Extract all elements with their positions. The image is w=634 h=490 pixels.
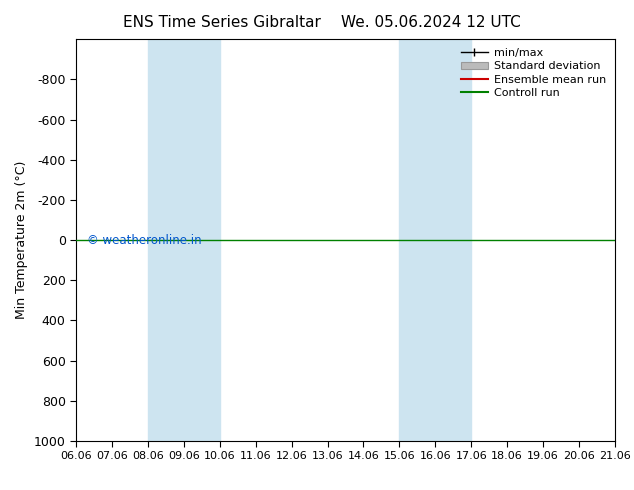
Text: © weatheronline.in: © weatheronline.in — [87, 234, 202, 247]
Y-axis label: Min Temperature 2m (°C): Min Temperature 2m (°C) — [15, 161, 29, 319]
Bar — [399, 39, 471, 441]
Text: We. 05.06.2024 12 UTC: We. 05.06.2024 12 UTC — [341, 15, 521, 30]
Bar — [148, 39, 220, 441]
Legend: min/max, Standard deviation, Ensemble mean run, Controll run: min/max, Standard deviation, Ensemble me… — [457, 45, 609, 101]
Text: ENS Time Series Gibraltar: ENS Time Series Gibraltar — [123, 15, 321, 30]
